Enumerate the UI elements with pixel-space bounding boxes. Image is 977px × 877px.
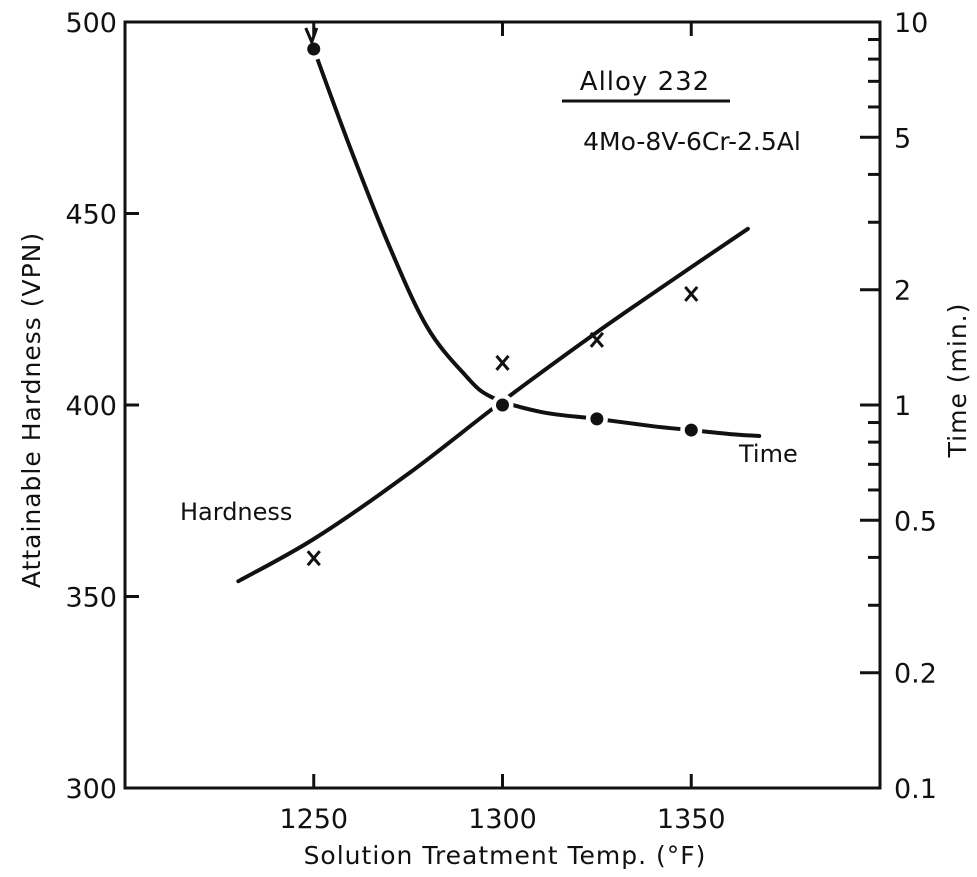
y-axis-label: Attainable Hardness (VPN) [17,232,46,588]
time-point [590,412,604,426]
x-marker-stroke [684,285,699,302]
time-point [496,398,509,412]
x-tick-label: 1300 [468,804,537,835]
hardness-point [306,550,321,567]
hardness-series-label: Hardness [180,498,292,526]
chart-title: Alloy 232 [580,67,710,97]
hardness-point [684,285,699,302]
x-tick-label: 1250 [279,804,348,835]
time-point [684,423,698,437]
y-tick-label: 300 [65,774,117,805]
y-tick-label: 350 [65,583,117,614]
y-tick-label: 400 [65,391,117,422]
labels: Alloy 232 4Mo-8V-6Cr-2.5Al Solution Trea… [17,67,972,870]
y2-tick-label: 2 [894,276,911,307]
hardness-point [589,331,605,348]
y-tick-label: 500 [65,8,117,39]
y2-axis-label: Time (min.) [943,303,972,459]
y2-tick-label: 10 [894,8,928,39]
axes: 1250 1300 1350 300 350 400 450 500 0.1 0.2 0.5 1 2 5 1… [65,8,937,835]
y2-tick-label: 0.5 [894,506,937,537]
time-point-gap [302,38,325,61]
x-tick-label: 1350 [657,804,726,835]
time-point-gap [585,407,608,430]
data-marks [302,27,703,567]
hardness-point [495,354,510,371]
chart-subtitle: 4Mo-8V-6Cr-2.5Al [583,127,801,156]
x-marker-stroke [589,331,605,348]
x-marker-stroke [306,550,321,567]
y2-tick-label: 0.1 [894,774,937,805]
y-tick-label: 450 [65,200,117,231]
time-point [307,42,321,56]
x-axis-label: Solution Treatment Temp. (°F) [304,841,707,870]
time-arrow-marker [304,27,319,47]
x-marker-stroke [495,354,510,371]
y2-tick-label: 1 [894,391,911,422]
time-point-gap [491,394,514,416]
y2-tick-label: 5 [894,123,911,154]
time-point-gap [680,419,703,442]
time-series-label: Time [738,440,798,468]
y2-tick-label: 0.2 [894,659,937,690]
